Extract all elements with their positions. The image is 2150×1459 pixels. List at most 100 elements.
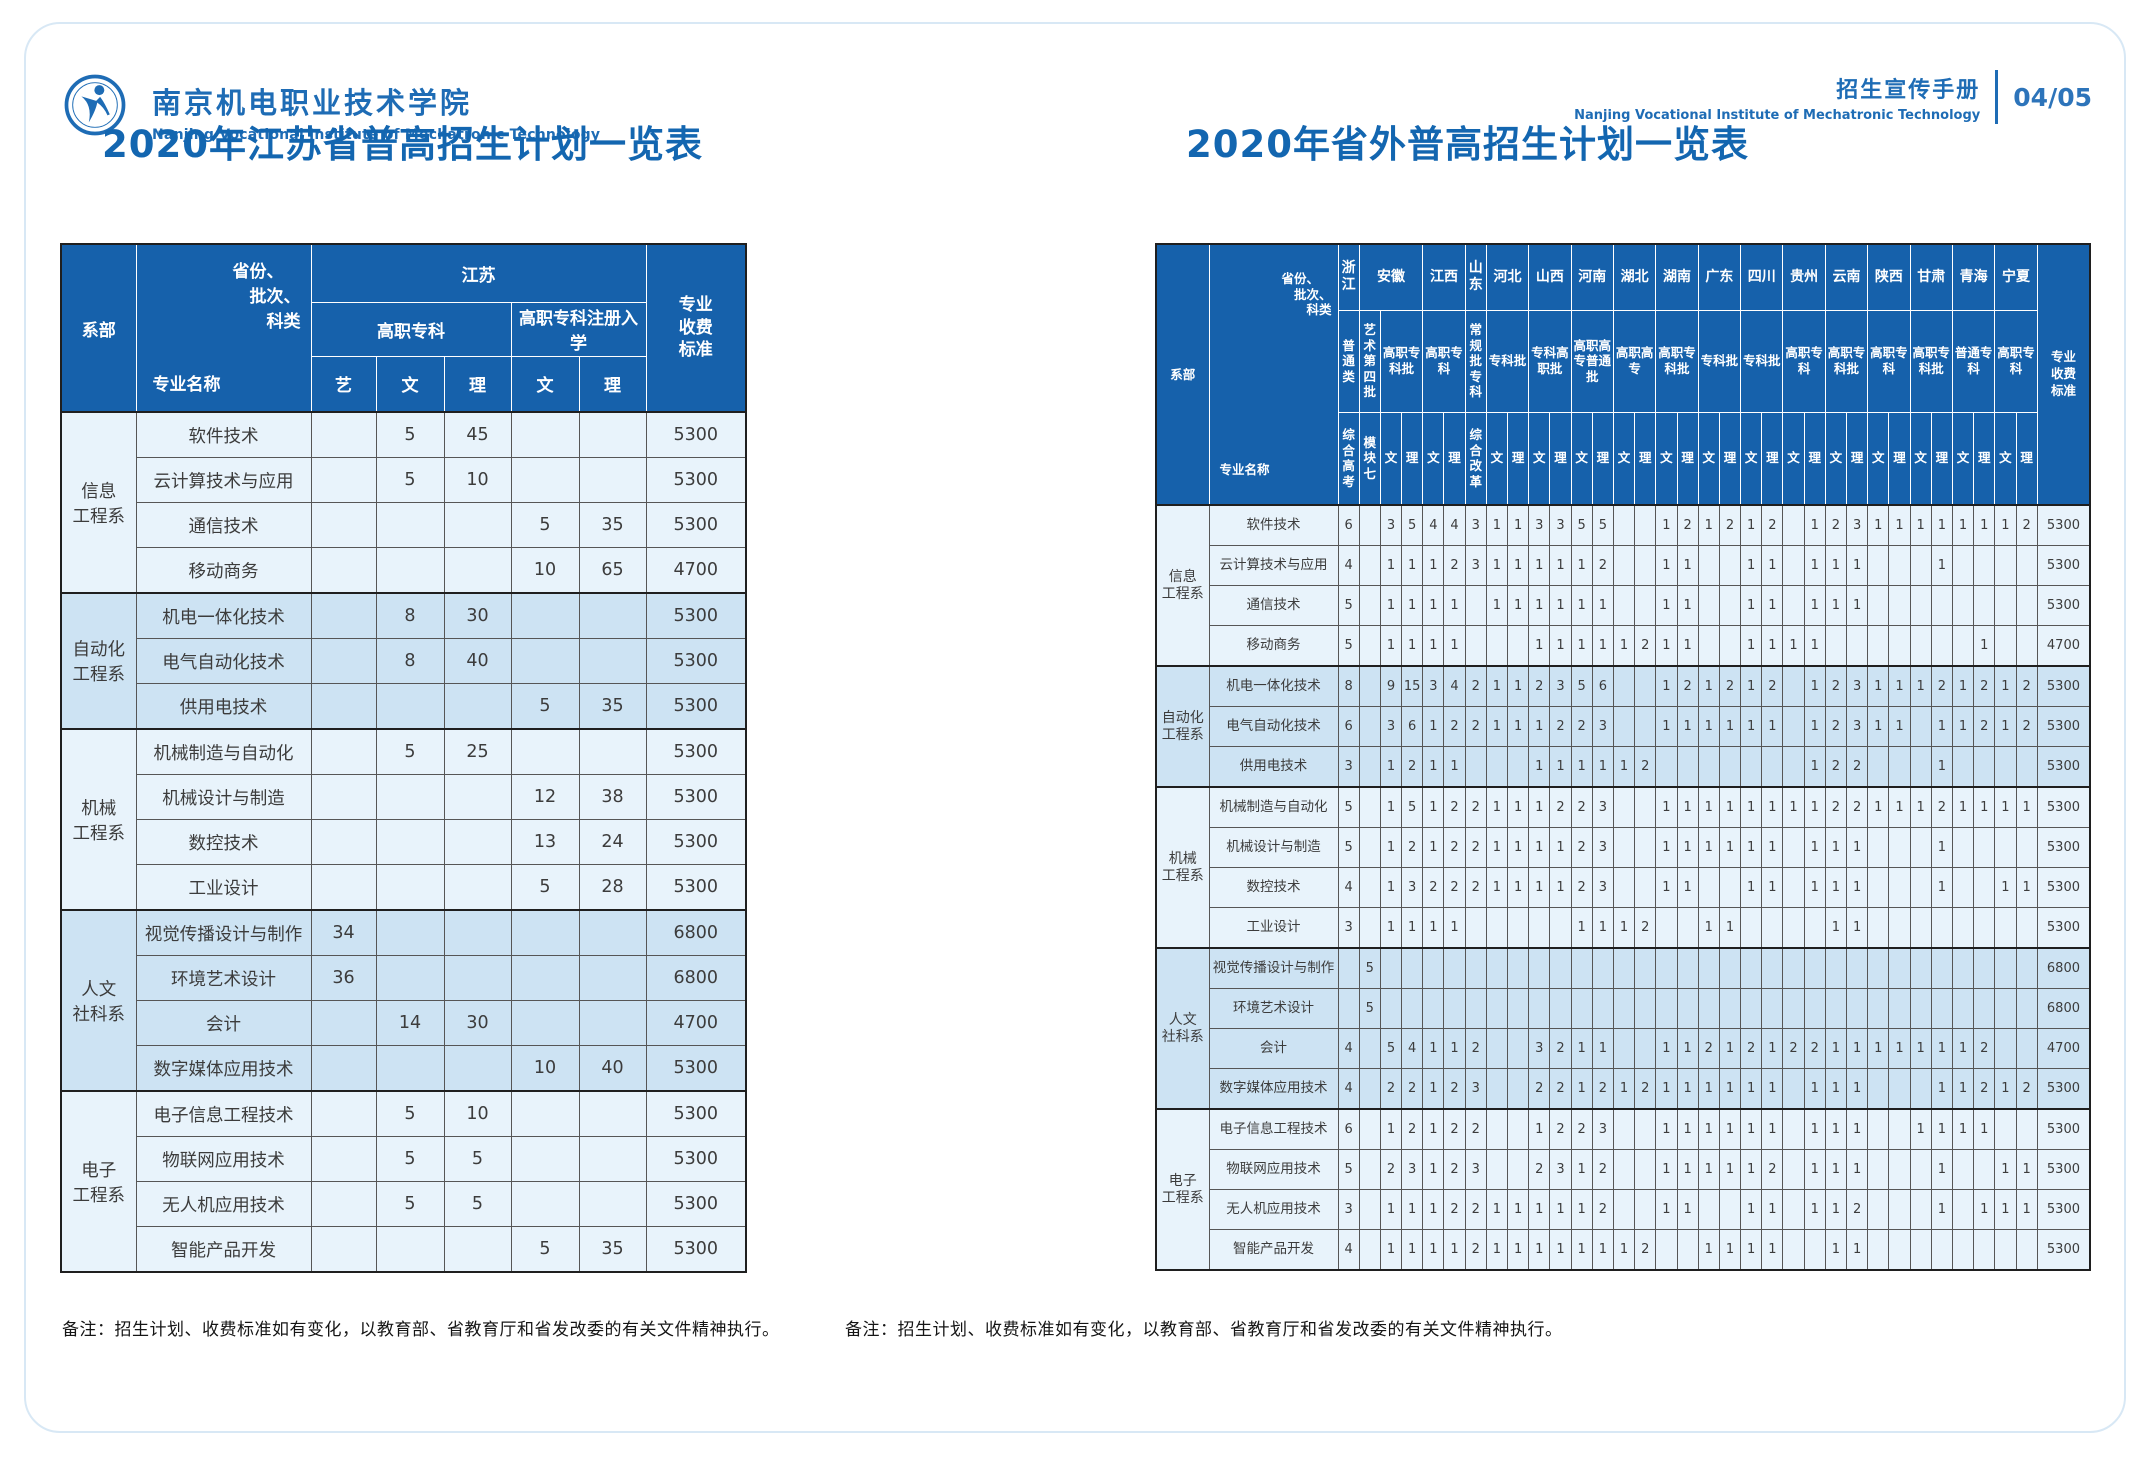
plan-count-cell: [578, 1000, 647, 1046]
plan-count-cell: 1: [1930, 1189, 1953, 1230]
plan-count-cell: 1: [1485, 827, 1509, 868]
plan-count-cell: [1994, 988, 2017, 1029]
plan-count-cell: 45: [443, 411, 512, 458]
plan-count-cell: [1697, 625, 1720, 667]
major-name-cell: 工业设计: [135, 864, 312, 911]
fee-cell: 5300: [645, 1226, 747, 1273]
plan-count-cell: 2: [1379, 1149, 1403, 1190]
plan-count-cell: 1: [1676, 585, 1699, 626]
plan-count-cell: 1: [1994, 1068, 2017, 1110]
table-row: 环境艺术设计 36 6800: [61, 955, 747, 1001]
plan-count-cell: [1824, 947, 1848, 989]
major-name-cell: 智能产品开发: [1208, 1229, 1339, 1271]
subject-header: 文: [1485, 411, 1509, 506]
plan-count-cell: 1: [1379, 1189, 1403, 1230]
plan-count-cell: 2: [1591, 1149, 1614, 1190]
plan-count-cell: 25: [443, 728, 512, 775]
major-name-cell: 机械制造与自动化: [135, 728, 312, 775]
plan-count-cell: 1: [1888, 706, 1911, 747]
plan-count-cell: [1973, 867, 1996, 908]
plan-count-cell: 5: [1337, 625, 1360, 667]
major-name-cell: 机械制造与自动化: [1208, 786, 1339, 828]
plan-count-cell: [1846, 947, 1869, 989]
plan-count-cell: [1549, 947, 1572, 989]
plan-count-cell: [578, 955, 647, 1001]
table-row: 物联网应用技术 5 5 5300: [61, 1136, 747, 1182]
fee-cell: 5300: [2036, 1108, 2091, 1150]
plan-count-cell: [2015, 827, 2038, 868]
plan-count-cell: 1: [1846, 1028, 1869, 1069]
plan-count-cell: [2015, 1229, 2038, 1271]
plan-count-cell: [1973, 585, 1996, 626]
plan-count-cell: 1: [1951, 786, 1975, 828]
plan-count-cell: [2015, 1028, 2038, 1069]
plan-count-cell: 1: [1930, 827, 1953, 868]
plan-count-cell: [375, 1045, 445, 1092]
plan-count-cell: [1591, 988, 1614, 1029]
major-name-cell: 软件技术: [1208, 504, 1339, 546]
major-name-cell: 通信技术: [135, 502, 312, 548]
plan-count-cell: [375, 1226, 445, 1273]
plan-count-cell: 1: [1867, 504, 1890, 546]
plan-count-cell: 1: [1697, 786, 1720, 828]
plan-count-cell: 1: [1740, 1149, 1763, 1190]
plan-count-cell: [1718, 545, 1742, 586]
plan-count-cell: 6: [1401, 706, 1424, 747]
plan-count-cell: 1: [1379, 1108, 1403, 1150]
plan-count-cell: 2: [2015, 504, 2038, 546]
plan-count-cell: 5: [1358, 947, 1381, 989]
major-name-cell: 无人机应用技术: [135, 1181, 312, 1227]
plan-count-cell: 2: [1740, 1028, 1763, 1069]
plan-count-cell: [1994, 827, 2017, 868]
province-header: 河南: [1570, 243, 1614, 311]
plan-count-cell: [1888, 625, 1911, 667]
plan-count-cell: 1: [1803, 1149, 1826, 1190]
plan-count-cell: 5: [510, 1226, 580, 1273]
plan-count-cell: 6: [1337, 504, 1360, 546]
batch-header: 高职专科: [1782, 309, 1826, 413]
school-name-en: Nanjing Vocational Institute of Mechatro…: [152, 127, 601, 143]
subject-header: 理: [443, 355, 512, 413]
plan-count-cell: 1: [1422, 1229, 1445, 1271]
plan-count-cell: 2: [1443, 1149, 1466, 1190]
plan-count-cell: [310, 638, 377, 684]
plan-count-cell: [1909, 947, 1932, 989]
plan-count-cell: 2: [1846, 746, 1869, 788]
plan-count-cell: [1867, 1108, 1890, 1150]
subject-header: 文: [1655, 411, 1678, 506]
plan-count-cell: [1358, 706, 1381, 747]
department-cell: 电子 工程系: [1155, 1108, 1210, 1271]
plan-count-cell: [1782, 867, 1805, 908]
plan-count-cell: 1: [1803, 1108, 1826, 1150]
plan-count-cell: [1612, 1149, 1636, 1190]
plan-count-cell: [1528, 947, 1551, 989]
plan-count-cell: 4: [1337, 1229, 1360, 1271]
fee-cell: 5300: [2036, 1229, 2091, 1271]
plan-count-cell: 1: [1951, 1068, 1975, 1110]
plan-count-cell: 1: [1803, 1189, 1826, 1230]
plan-count-cell: [310, 1090, 377, 1137]
plan-count-cell: [1507, 1028, 1530, 1069]
plan-count-cell: 1: [1507, 1189, 1530, 1230]
plan-count-cell: [578, 1181, 647, 1227]
plan-count-cell: [1718, 625, 1742, 667]
plan-count-cell: [1761, 907, 1784, 949]
plan-count-cell: [1676, 947, 1699, 989]
table-row: 机械 工程系 机械制造与自动化 5 1 5 1 2 2 1 1 1 2 2 3 1 1 1 1 1 1 1 1 2 2 1 1 1 2…: [1155, 786, 2091, 949]
plan-count-cell: [1782, 545, 1805, 586]
diagonal-header-cell: 省份、 批次、 科类 专业名称: [135, 243, 312, 413]
plan-count-cell: 1: [1655, 786, 1678, 828]
plan-count-cell: 1: [1697, 827, 1720, 868]
plan-count-cell: [375, 864, 445, 911]
plan-count-cell: 1: [1761, 706, 1784, 747]
plan-count-cell: [1867, 1189, 1890, 1230]
plan-count-cell: 1: [1973, 786, 1996, 828]
subject-header: 理: [1846, 411, 1869, 506]
plan-count-cell: [1655, 947, 1678, 989]
plan-count-cell: [1909, 706, 1932, 747]
school-name-cn: 南京机电职业技术学院: [152, 86, 473, 120]
plan-count-cell: 3: [1846, 706, 1869, 747]
plan-count-cell: 1: [1379, 746, 1403, 788]
plan-count-cell: [375, 955, 445, 1001]
plan-count-cell: 1: [1485, 867, 1509, 908]
